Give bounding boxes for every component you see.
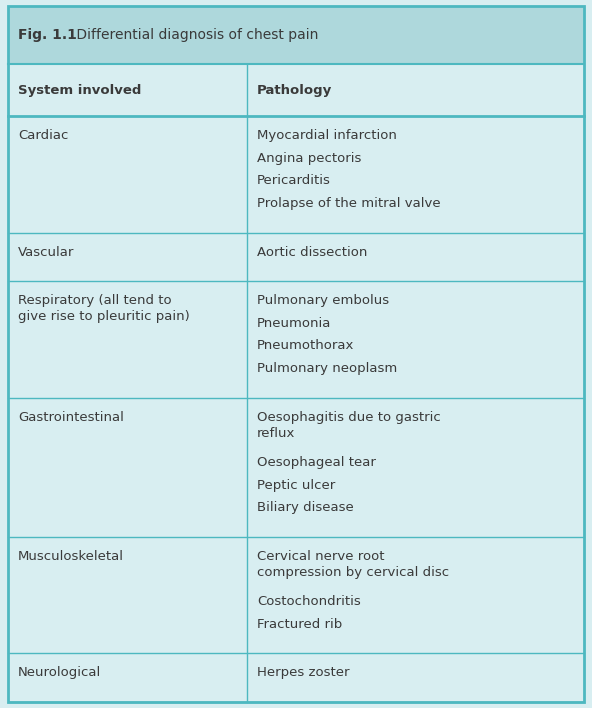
Text: Cervical nerve root
compression by cervical disc: Cervical nerve root compression by cervi… (257, 550, 449, 579)
Text: Aortic dissection: Aortic dissection (257, 246, 368, 258)
Text: Oesophagitis due to gastric
reflux: Oesophagitis due to gastric reflux (257, 411, 441, 440)
Bar (8, 233, 584, 281)
Bar (8, 281, 584, 398)
Text: Peptic ulcer: Peptic ulcer (257, 479, 335, 491)
Text: Respiratory (all tend to
give rise to pleuritic pain): Respiratory (all tend to give rise to pl… (18, 294, 190, 323)
Text: Fig. 1.1: Fig. 1.1 (18, 28, 77, 42)
Text: Vascular: Vascular (18, 246, 75, 258)
Text: Musculoskeletal: Musculoskeletal (18, 550, 124, 563)
Text: Gastrointestinal: Gastrointestinal (18, 411, 124, 423)
Text: Pneumonia: Pneumonia (257, 316, 332, 330)
Bar (8, 398, 584, 537)
Bar (8, 653, 584, 702)
Text: Oesophageal tear: Oesophageal tear (257, 456, 376, 469)
Text: Pericarditis: Pericarditis (257, 174, 331, 188)
Text: Pathology: Pathology (257, 84, 332, 97)
Text: Biliary disease: Biliary disease (257, 501, 354, 514)
Text: Herpes zoster: Herpes zoster (257, 666, 349, 680)
Text: Cardiac: Cardiac (18, 129, 68, 142)
Text: Fractured rib: Fractured rib (257, 618, 342, 631)
Text: Neurological: Neurological (18, 666, 101, 680)
Text: Myocardial infarction: Myocardial infarction (257, 129, 397, 142)
Bar (8, 64, 584, 116)
Text: Pulmonary embolus: Pulmonary embolus (257, 294, 389, 307)
Text: Differential diagnosis of chest pain: Differential diagnosis of chest pain (72, 28, 318, 42)
Bar (8, 116, 584, 233)
Text: System involved: System involved (18, 84, 141, 97)
Text: Costochondritis: Costochondritis (257, 595, 361, 608)
Text: Pulmonary neoplasm: Pulmonary neoplasm (257, 362, 397, 375)
Text: Angina pectoris: Angina pectoris (257, 152, 361, 165)
Text: Prolapse of the mitral valve: Prolapse of the mitral valve (257, 197, 440, 210)
Text: Pneumothorax: Pneumothorax (257, 339, 355, 353)
Bar (8, 6, 584, 64)
Bar (8, 537, 584, 653)
